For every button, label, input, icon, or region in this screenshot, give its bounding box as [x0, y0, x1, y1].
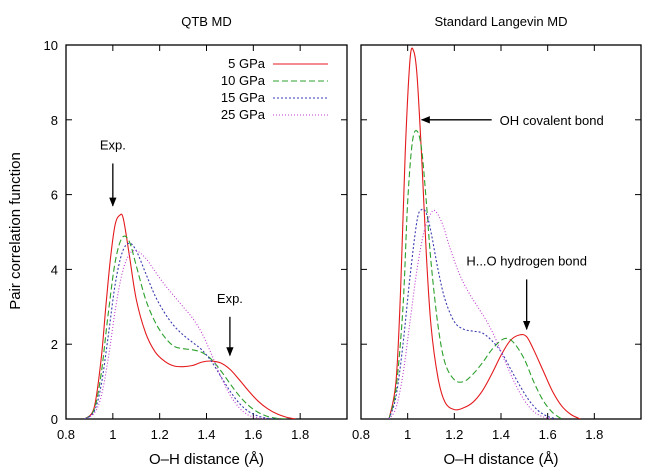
y-tick-label: 8 — [51, 113, 58, 128]
y-tick-label: 6 — [51, 188, 58, 203]
series-line-15-gpa — [84, 242, 277, 419]
y-axis-label: Pair correlation function — [7, 152, 24, 310]
series-line-5-gpa — [388, 47, 581, 419]
annotation-label: H...O hydrogen bond — [466, 253, 587, 268]
x-tick-label: 1.4 — [492, 427, 510, 442]
x-tick-label: 1.4 — [197, 427, 215, 442]
series-line-10-gpa — [388, 130, 562, 419]
x-tick-label: 0.8 — [57, 427, 75, 442]
left-panel-qtb: QTB MD 0.8 1 1.2 1.4 1.6 1.8 0 2 4 6 8 10 O–H distanc… — [44, 14, 348, 468]
annotation-label: Exp. — [217, 291, 243, 306]
legend-label: 10 GPa — [221, 73, 266, 88]
x-tick-label: 1.6 — [539, 427, 557, 442]
series-line-25-gpa — [84, 249, 268, 419]
legend-label: 15 GPa — [221, 90, 266, 105]
y-tick-label: 2 — [51, 337, 58, 352]
x-axis-label: O–H distance (Å) — [443, 451, 558, 468]
x-tick-label: 1.6 — [244, 427, 262, 442]
x-tick-label: 1.2 — [151, 427, 169, 442]
y-tick-label: 0 — [51, 412, 58, 427]
series-line-25-gpa — [388, 209, 553, 419]
series-line-5-gpa — [84, 213, 296, 419]
x-axis-label: O–H distance (Å) — [149, 451, 264, 468]
legend-label: 5 GPa — [228, 56, 266, 71]
annotation-label: Exp. — [100, 137, 126, 152]
x-tick-label: 1 — [109, 427, 116, 442]
panel-title: QTB MD — [181, 14, 232, 29]
x-tick-label: 1.8 — [585, 427, 603, 442]
y-tick-label: 4 — [51, 262, 58, 277]
annotation-label: OH covalent bond — [500, 113, 604, 128]
series-line-15-gpa — [388, 208, 558, 419]
right-panel-langevin: Standard Langevin MD 0.8 1 1.2 1.4 1.6 1.8 O–H … — [352, 14, 642, 468]
plot-frame — [65, 44, 348, 420]
y-tick-label: 10 — [44, 38, 58, 53]
x-tick-label: 1 — [404, 427, 411, 442]
series-line-10-gpa — [84, 235, 287, 419]
x-tick-label: 1.8 — [291, 427, 309, 442]
legend-label: 25 GPa — [221, 107, 266, 122]
x-tick-label: 1.2 — [445, 427, 463, 442]
x-tick-label: 0.8 — [352, 427, 370, 442]
panel-title: Standard Langevin MD — [435, 14, 568, 29]
